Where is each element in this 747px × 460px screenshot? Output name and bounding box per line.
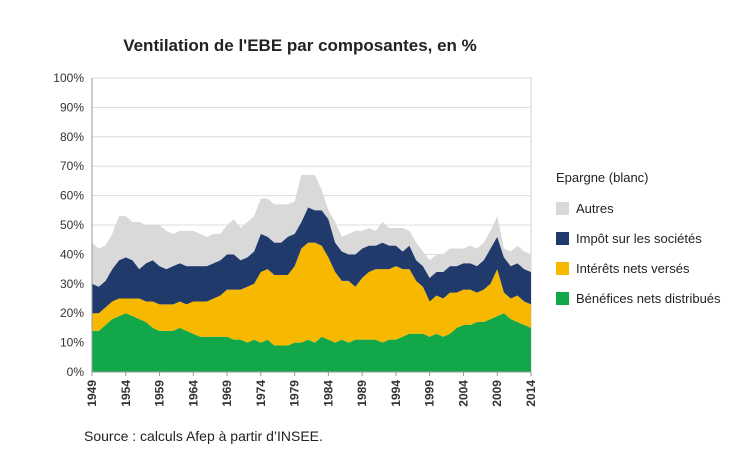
x-tick-label: 2014	[524, 380, 538, 407]
x-tick-label: 1984	[321, 380, 335, 407]
legend-item: Impôt sur les sociétés	[556, 229, 721, 247]
legend-swatch	[556, 291, 569, 305]
x-tick-label: 1949	[85, 380, 99, 407]
x-tick-label: 1989	[355, 380, 369, 407]
y-tick-label: 80%	[60, 130, 84, 144]
y-tick-label: 40%	[60, 247, 84, 261]
x-tick-label: 1954	[119, 380, 133, 407]
legend-swatch	[556, 201, 569, 215]
y-tick-label: 60%	[60, 189, 84, 203]
x-tick-label: 1959	[153, 380, 167, 407]
area-series-2	[92, 207, 531, 314]
stacked-areas	[92, 175, 531, 372]
legend-label: Autres	[576, 200, 614, 216]
legend-item: Autres	[556, 199, 721, 217]
y-tick-label: 70%	[60, 159, 84, 173]
legend-items: Autres Impôt sur les sociétés Intérêts net…	[556, 199, 721, 307]
y-tick-label: 10%	[60, 336, 84, 350]
x-tick-label: 1999	[423, 380, 437, 407]
x-tick-label: 1994	[389, 380, 403, 407]
legend-title: Epargne (blanc)	[556, 170, 649, 185]
area-series-0	[92, 313, 531, 372]
y-tick-label: 20%	[60, 306, 84, 320]
legend-item: Bénéfices nets distribués	[556, 289, 721, 307]
legend-label: Intérêts nets versés	[576, 260, 690, 276]
y-tick-label: 0%	[67, 365, 85, 379]
legend: Epargne (blanc) Autres Impôt sur les soci…	[556, 170, 721, 319]
legend-label: Impôt sur les sociétés	[576, 230, 702, 246]
chart-title: Ventilation de l'EBE par composantes, en…	[123, 36, 477, 55]
x-tick-label: 1974	[254, 380, 268, 407]
legend-swatch	[556, 231, 569, 245]
y-axis-ticks: 0% 10% 20% 30% 40% 50% 60% 70% 80% 90% 100%	[53, 71, 84, 379]
area-series-1	[92, 242, 531, 346]
y-tick-label: 90%	[60, 100, 84, 114]
x-tick-label: 2004	[456, 380, 470, 407]
legend-item: Intérêts nets versés	[556, 259, 721, 277]
legend-swatch	[556, 261, 569, 275]
y-tick-label: 30%	[60, 277, 84, 291]
y-tick-label: 100%	[53, 71, 84, 85]
source-note: Source : calculs Afep à partir d’INSEE.	[84, 428, 323, 444]
legend-label: Bénéfices nets distribués	[576, 290, 721, 306]
x-tick-label: 1964	[186, 380, 200, 407]
area-series-3	[92, 175, 531, 287]
x-axis-ticks: 1949 1954 1959 1964 1969 1974 1979 1984 1989 1994…	[85, 380, 538, 407]
y-tick-label: 50%	[60, 218, 84, 232]
axes	[91, 78, 532, 376]
x-tick-label: 2009	[490, 380, 504, 407]
x-tick-label: 1969	[220, 380, 234, 407]
x-tick-label: 1979	[288, 380, 302, 407]
